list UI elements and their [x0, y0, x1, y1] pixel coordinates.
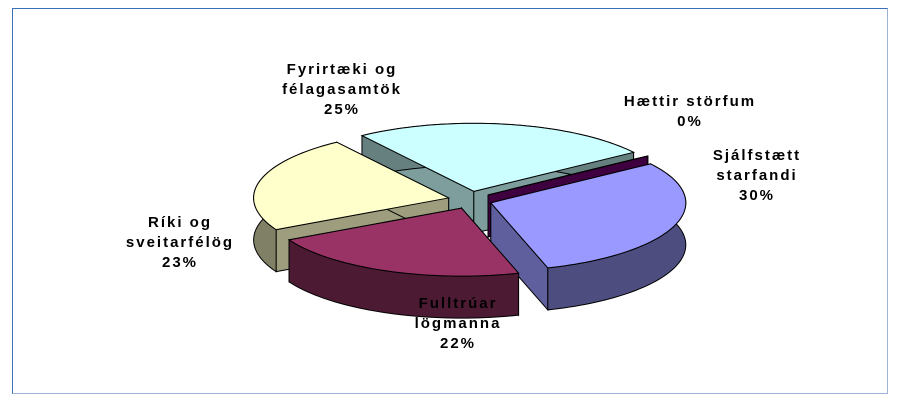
slice-value: 22%: [439, 335, 477, 352]
slice-top: [287, 207, 520, 277]
slice-name: Fyrirtæki og félagasamtök: [282, 61, 402, 98]
slice-value: 23%: [161, 254, 199, 271]
slice-name: Sjálfstætt starfandi: [712, 147, 802, 184]
slice-value: 25%: [323, 101, 361, 118]
slice-label: Fulltrúar lögmanna 22%: [393, 294, 523, 354]
slice-name: Ríki og sveitarfélög: [125, 214, 235, 251]
slice-label: Ríki og sveitarfélög 23%: [105, 213, 255, 273]
slice-name: Hættir störfum: [623, 93, 757, 110]
slice-value: 0%: [677, 113, 703, 130]
slice-label: Fyrirtæki og félagasamtök 25%: [257, 60, 427, 120]
slice-top: [360, 122, 636, 192]
slice-top: [489, 163, 687, 269]
slice-label: Hættir störfum 0%: [580, 92, 800, 132]
chart-frame: [12, 8, 888, 394]
slice-value: 30%: [738, 187, 776, 204]
slice-name: Fulltrúar lögmanna: [414, 295, 502, 332]
slice-label: Sjálfstætt starfandi 30%: [692, 146, 822, 206]
slice-top: [253, 141, 451, 231]
